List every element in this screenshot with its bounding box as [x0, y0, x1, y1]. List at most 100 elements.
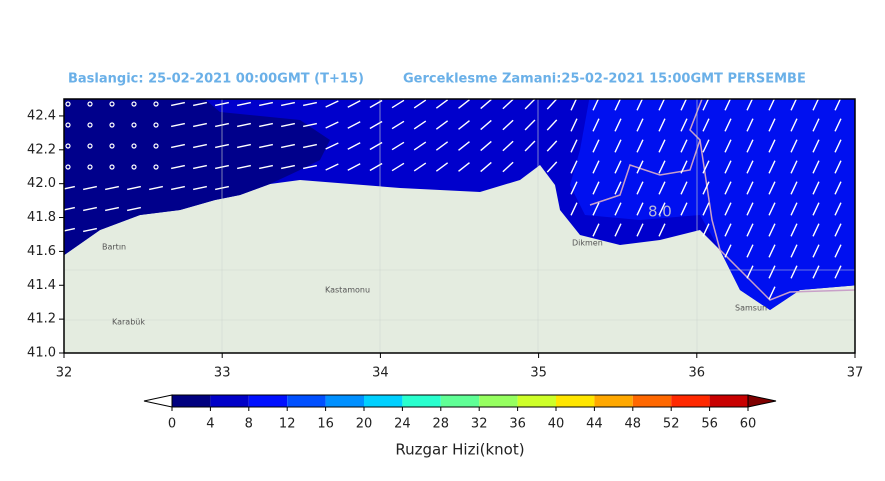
place: Kastamonu	[325, 286, 370, 295]
barb	[458, 120, 470, 130]
barb	[790, 139, 798, 153]
barb	[790, 244, 798, 258]
barb	[834, 202, 842, 216]
barb	[259, 101, 273, 107]
colorbar-segment	[671, 395, 710, 407]
barb	[458, 162, 470, 172]
barb	[303, 164, 317, 170]
barb	[812, 99, 820, 111]
barb	[790, 202, 798, 216]
barb	[570, 118, 578, 132]
start-time: Baslangic: 25-02-2021 00:00GMT (T+15)	[68, 72, 364, 87]
barb	[790, 160, 798, 174]
barb	[193, 101, 207, 107]
barb	[724, 118, 732, 132]
barb	[724, 99, 732, 111]
barb	[347, 100, 361, 108]
colorbar-label: Ruzgar Hizi(knot)	[395, 441, 524, 459]
barb	[83, 206, 97, 212]
barb	[502, 161, 514, 173]
calm-zone	[64, 99, 330, 256]
barb	[480, 161, 492, 173]
colorbar-tick-label: 0	[168, 417, 176, 432]
colorbar-tick-label: 32	[471, 417, 488, 432]
barb	[680, 181, 688, 195]
barb	[746, 244, 754, 258]
calm	[153, 122, 159, 128]
colorbar-segment	[325, 395, 364, 407]
barb	[790, 265, 798, 279]
calm	[109, 164, 115, 170]
barb	[171, 164, 185, 170]
barb	[347, 142, 361, 150]
colorbar-segment	[594, 395, 633, 407]
barb	[768, 160, 776, 174]
barb	[834, 244, 842, 258]
calm	[87, 143, 93, 149]
barb	[149, 185, 163, 191]
barb	[480, 140, 492, 152]
barb	[702, 99, 710, 111]
y-tick-label: 41.4	[27, 278, 56, 293]
barb	[746, 223, 754, 237]
barb	[834, 99, 842, 111]
barb	[834, 181, 842, 195]
barb	[812, 118, 820, 132]
barb	[325, 163, 339, 171]
colorbar: 0 4 8 12 16 20 24 28 32 36 40 44 48 52 56 60	[143, 394, 777, 432]
barb	[812, 160, 820, 174]
barb	[746, 160, 754, 174]
calm	[131, 164, 137, 170]
colorbar-tick-label: 48	[625, 417, 642, 432]
barb	[614, 202, 622, 216]
barb	[790, 223, 798, 237]
barb	[834, 139, 842, 153]
barb	[391, 120, 405, 130]
colorbar-tick-label: 4	[206, 417, 214, 432]
barb	[259, 122, 273, 128]
barb	[614, 118, 622, 132]
colorbar-segment	[440, 395, 480, 407]
colorbar-over	[747, 394, 777, 408]
calm	[131, 122, 137, 128]
colorbar-segment	[556, 395, 595, 407]
barb	[746, 202, 754, 216]
barb	[64, 227, 75, 232]
barb	[347, 121, 361, 129]
barb	[768, 244, 776, 258]
barb	[724, 160, 732, 174]
barb	[237, 122, 251, 128]
barb	[592, 202, 600, 216]
barb	[281, 101, 295, 107]
barb	[746, 265, 754, 279]
colorbar-segment	[479, 395, 518, 407]
barb	[259, 164, 273, 170]
barb	[636, 160, 644, 174]
calm	[153, 101, 159, 107]
colorbar-tick-label: 44	[586, 417, 603, 432]
barb	[790, 181, 798, 195]
barb	[724, 181, 732, 195]
barb	[458, 99, 470, 109]
barb	[614, 181, 622, 195]
barb	[812, 265, 820, 279]
valid-time: Gerceklesme Zamani:25-02-2021 15:00GMT P…	[403, 72, 806, 87]
map-grid	[64, 99, 855, 353]
barb	[746, 181, 754, 195]
colorbar-tick-label: 12	[279, 417, 296, 432]
barb	[237, 164, 251, 170]
barb	[237, 143, 251, 149]
barb	[614, 160, 622, 174]
barb	[702, 139, 710, 153]
colorbar-segment	[709, 395, 748, 407]
x-tick-label: 34	[372, 366, 389, 381]
barb	[105, 206, 119, 212]
calm	[109, 101, 115, 107]
place: Dikmen	[572, 239, 603, 248]
barb	[724, 223, 732, 237]
wind-barbs	[64, 99, 842, 300]
calm	[87, 101, 93, 107]
barb	[281, 164, 295, 170]
barb	[680, 99, 688, 111]
calm	[65, 122, 71, 128]
